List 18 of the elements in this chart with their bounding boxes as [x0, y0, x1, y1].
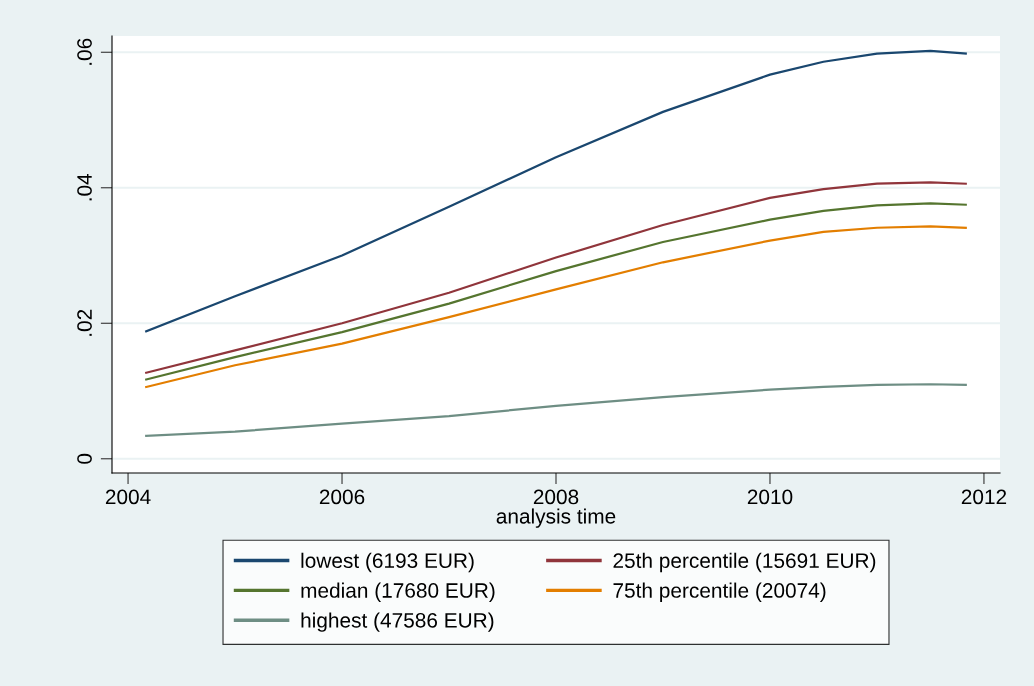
legend-label: lowest (6193 EUR) [301, 552, 474, 573]
line-series [145, 383, 967, 437]
x-tick-label: 2008 [533, 489, 579, 505]
legend-label: 75th percentile (20074) [613, 582, 826, 602]
legend-label: 25th percentile (15691 EUR) [613, 552, 876, 573]
line-series [145, 49, 967, 333]
y-tick-label: .06 [77, 38, 92, 65]
y-tick-label: .02 [77, 309, 92, 336]
y-tick-label: .04 [77, 173, 92, 201]
x-tick-label: 2010 [747, 489, 793, 505]
legend-label: median (17680 EUR) [301, 582, 495, 602]
x-tick-label: 2006 [319, 489, 365, 505]
x-tick-label: 2012 [961, 489, 1007, 505]
line-series [145, 225, 967, 389]
x-axis-title: analysis time [496, 508, 616, 528]
legend-label: highest (47586 EUR) [301, 612, 494, 632]
x-tick-label: 2004 [105, 489, 151, 505]
y-tick-label: 0 [77, 453, 92, 464]
